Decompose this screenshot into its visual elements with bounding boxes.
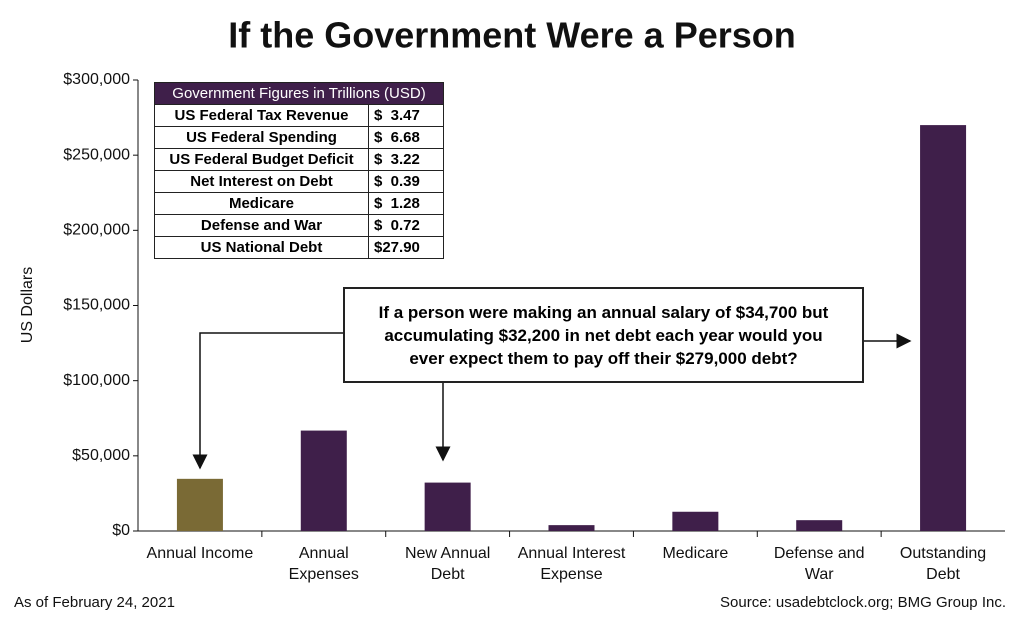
- table-cell: $ 3.47: [368, 104, 444, 127]
- bar: [920, 125, 967, 531]
- bar: [796, 520, 843, 531]
- y-tick-label: $100,000: [63, 372, 130, 389]
- table-cell: $ 3.22: [368, 148, 444, 171]
- source: Source: usadebtclock.org; BMG Group Inc.: [720, 594, 1006, 611]
- table-row: US Federal Budget Deficit $ 3.22: [154, 148, 444, 171]
- table-row: US Federal Tax Revenue $ 3.47: [154, 104, 444, 127]
- x-tick-label: Annual Income: [146, 545, 254, 562]
- table-cell: US Federal Tax Revenue: [154, 104, 369, 127]
- y-tick-label: $0: [112, 522, 130, 539]
- bar: [176, 478, 223, 531]
- table-cell: Defense and War: [154, 214, 369, 237]
- y-tick-label: $300,000: [63, 71, 130, 88]
- x-tick-label: Annual Expenses: [288, 545, 359, 583]
- bar: [300, 430, 347, 531]
- figures-table: Government Figures in Trillions (USD) US…: [154, 82, 444, 259]
- table-cell: $27.90: [368, 236, 444, 259]
- y-tick-label: $250,000: [63, 146, 130, 163]
- x-tick-label: Defense and War: [773, 545, 865, 583]
- y-tick-label: $50,000: [72, 447, 130, 464]
- note: As of February 24, 2021: [14, 594, 175, 611]
- table-cell: US Federal Spending: [154, 126, 369, 149]
- table-cell: $ 0.72: [368, 214, 444, 237]
- table-cell: Net Interest on Debt: [154, 170, 369, 193]
- chart-title: If the Government Were a Person: [228, 15, 796, 56]
- x-tick-label: Annual Interest Expense: [517, 545, 626, 583]
- table-cell: $ 1.28: [368, 192, 444, 215]
- table-cell: $ 6.68: [368, 126, 444, 149]
- table-row: US National Debt $27.90: [154, 236, 444, 259]
- y-tick-label: $200,000: [63, 222, 130, 239]
- table-row: Defense and War $ 0.72: [154, 214, 444, 237]
- table-row: US Federal Spending $ 6.68: [154, 126, 444, 149]
- bar: [672, 511, 719, 531]
- table-cell: $ 0.39: [368, 170, 444, 193]
- y-axis-label: US Dollars: [19, 267, 36, 343]
- x-tick-label: Outstanding Debt: [899, 545, 987, 583]
- table-cell: Medicare: [154, 192, 369, 215]
- y-tick-label: $150,000: [63, 297, 130, 314]
- table-cell: US National Debt: [154, 236, 369, 259]
- table-cell: US Federal Budget Deficit: [154, 148, 369, 171]
- bar: [424, 482, 471, 531]
- x-tick-label: Medicare: [662, 545, 729, 562]
- table-row: Medicare $ 1.28: [154, 192, 444, 215]
- table-row: Net Interest on Debt $ 0.39: [154, 170, 444, 193]
- table-title: Government Figures in Trillions (USD): [154, 82, 444, 105]
- annotation: If a person were making an annual salary…: [343, 287, 864, 383]
- bar: [548, 525, 595, 531]
- arrow: [192, 332, 343, 470]
- x-tick-label: New Annual Debt: [404, 545, 491, 583]
